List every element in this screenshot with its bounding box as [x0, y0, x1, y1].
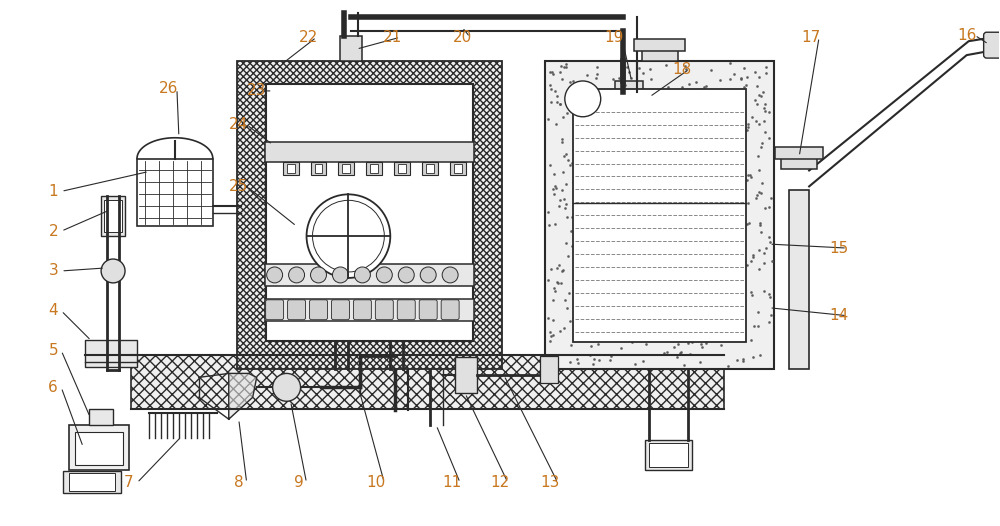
Bar	[85, 340, 137, 368]
Bar	[634, 39, 685, 51]
Bar	[265, 299, 474, 321]
Text: 10: 10	[367, 476, 386, 490]
FancyBboxPatch shape	[331, 300, 349, 320]
Text: 17: 17	[802, 29, 821, 45]
Text: 23: 23	[247, 84, 266, 98]
Bar	[615, 81, 643, 97]
Bar	[455, 358, 477, 393]
Bar	[137, 158, 213, 226]
FancyBboxPatch shape	[984, 32, 1000, 58]
Text: 2: 2	[48, 224, 58, 239]
Circle shape	[101, 259, 125, 283]
Text: 22: 22	[299, 29, 318, 45]
Text: 4: 4	[48, 304, 58, 318]
FancyBboxPatch shape	[266, 300, 284, 320]
Circle shape	[273, 373, 301, 401]
Bar	[63, 471, 121, 493]
Circle shape	[307, 195, 390, 278]
Bar	[265, 264, 474, 286]
Text: 18: 18	[672, 62, 691, 76]
Circle shape	[311, 267, 326, 283]
FancyBboxPatch shape	[397, 300, 415, 320]
Text: 6: 6	[48, 380, 58, 395]
Bar	[573, 89, 746, 341]
Bar	[426, 164, 434, 174]
Circle shape	[267, 267, 283, 283]
Text: 9: 9	[294, 476, 303, 490]
FancyBboxPatch shape	[310, 300, 327, 320]
Bar	[69, 425, 129, 470]
Bar	[315, 164, 322, 174]
Text: 11: 11	[443, 476, 462, 490]
Polygon shape	[229, 373, 257, 419]
Bar	[283, 161, 299, 176]
FancyBboxPatch shape	[441, 300, 459, 320]
FancyBboxPatch shape	[375, 300, 393, 320]
Text: 7: 7	[124, 476, 134, 490]
Bar	[340, 36, 362, 61]
Bar	[69, 473, 115, 491]
Bar	[540, 356, 558, 383]
Text: 5: 5	[48, 343, 58, 358]
Text: 24: 24	[229, 117, 248, 132]
Text: 14: 14	[829, 308, 849, 323]
Circle shape	[289, 267, 305, 283]
Bar	[545, 61, 774, 369]
Text: 12: 12	[490, 476, 510, 490]
FancyBboxPatch shape	[353, 300, 371, 320]
Text: 26: 26	[159, 82, 179, 96]
Bar	[366, 161, 382, 176]
Circle shape	[398, 267, 414, 283]
Text: 15: 15	[829, 240, 849, 256]
Bar	[131, 355, 724, 409]
Bar	[394, 161, 410, 176]
Circle shape	[565, 81, 601, 117]
Bar	[422, 161, 438, 176]
Bar	[450, 161, 466, 176]
Bar	[781, 150, 817, 168]
Bar	[266, 84, 473, 341]
Bar	[645, 440, 692, 470]
Circle shape	[420, 267, 436, 283]
Bar	[649, 443, 688, 467]
Text: 25: 25	[229, 179, 248, 194]
Bar	[342, 164, 350, 174]
Circle shape	[442, 267, 458, 283]
Bar	[775, 147, 823, 158]
Bar	[287, 164, 295, 174]
Bar	[370, 164, 378, 174]
Bar	[89, 409, 113, 425]
FancyBboxPatch shape	[288, 300, 306, 320]
Bar	[338, 161, 354, 176]
Bar	[454, 164, 462, 174]
Circle shape	[354, 267, 370, 283]
Text: 16: 16	[957, 28, 976, 43]
Bar	[101, 196, 125, 236]
Text: 3: 3	[48, 264, 58, 278]
FancyBboxPatch shape	[419, 300, 437, 320]
Bar	[75, 432, 123, 465]
Bar	[398, 164, 406, 174]
Bar	[104, 200, 122, 232]
Text: 1: 1	[48, 184, 58, 199]
Text: 8: 8	[234, 476, 244, 490]
Text: 20: 20	[452, 29, 472, 45]
Bar	[311, 161, 326, 176]
Text: 19: 19	[604, 29, 623, 45]
Circle shape	[332, 267, 348, 283]
Bar	[789, 190, 809, 369]
Text: 13: 13	[540, 476, 560, 490]
Bar	[642, 43, 678, 61]
Bar	[265, 141, 474, 161]
Text: 21: 21	[383, 29, 402, 45]
Circle shape	[376, 267, 392, 283]
Bar	[237, 61, 502, 369]
